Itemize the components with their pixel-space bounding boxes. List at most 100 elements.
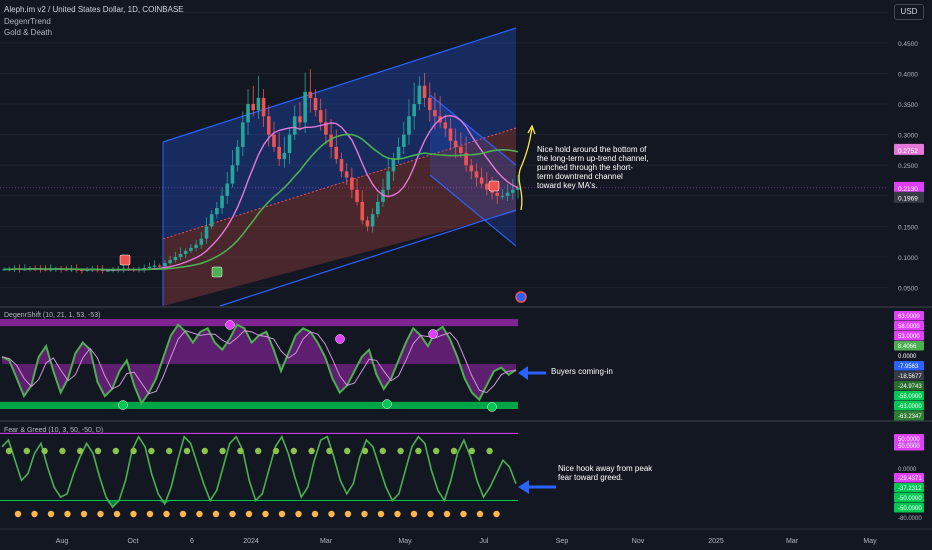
time-tick-label: 2025 <box>708 538 724 545</box>
price-candle-body <box>152 265 157 267</box>
fear-greed-axis-label: 50.0000 <box>898 437 920 443</box>
greed-face-icon <box>166 447 173 455</box>
fear-greed-axis-box <box>894 503 924 513</box>
greed-face-icon <box>183 447 191 455</box>
price-annotation: Nice hold around the bottom of the long-… <box>537 145 649 190</box>
degenrshift-axis-label: -63.2347 <box>898 414 922 420</box>
price-candle-body <box>474 171 479 178</box>
time-tick-label: Sep <box>556 538 569 545</box>
fear-greed-axis-box <box>894 473 924 483</box>
price-tick-label: 0.4500 <box>898 41 918 48</box>
greed-face-icon <box>290 447 297 455</box>
degenrshift-axis-label: 58.0000 <box>898 324 920 330</box>
price-candle-body <box>80 269 84 271</box>
greed-face-icon <box>130 447 137 455</box>
fear-greed-title: Fear & Greed (10, 3, 50, -50, D) <box>4 427 103 434</box>
greed-face-icon <box>397 447 404 455</box>
greed-face-icon <box>148 447 155 455</box>
fear-face-icon <box>229 510 236 518</box>
time-tick-label: Nov <box>632 538 645 545</box>
degenrshift-axis-label: 0.0000 <box>898 354 917 360</box>
sell-signal-icon <box>428 329 438 339</box>
price-candle-body <box>427 97 432 111</box>
price-candle-body <box>256 97 261 111</box>
uptrend-channel-top-line <box>162 27 517 143</box>
degenrshift-axis-label: -18.5677 <box>898 374 922 380</box>
price-candle-body <box>396 146 401 160</box>
degenrshift-axis-label: 8.4066 <box>898 344 917 350</box>
price-candle-body <box>204 226 209 239</box>
price-candle-body <box>433 110 437 117</box>
price-candle-body <box>464 153 468 166</box>
price-candle-body <box>246 104 250 123</box>
degenrshift-axis-label: -7.9563 <box>898 364 919 370</box>
flag-icon <box>515 291 527 303</box>
overbought-band <box>0 319 518 327</box>
price-candle-body <box>106 270 110 272</box>
greed-face-icon <box>237 447 244 455</box>
fear-face-icon <box>64 510 71 518</box>
time-tick-label: Oct <box>128 538 139 545</box>
price-candle-body <box>339 159 344 172</box>
price-candle-body <box>407 116 411 135</box>
price-candle-body <box>287 134 292 153</box>
price-candle-body <box>329 134 333 147</box>
indicator-degenrtrend[interactable]: DegenrTrend <box>4 17 51 26</box>
fear-face-icon <box>113 510 121 518</box>
fear-greed-axis-label: 0.0000 <box>898 467 917 473</box>
fear-face-icon <box>278 510 286 518</box>
price-candle-body <box>469 165 474 172</box>
fear-face-icon <box>344 510 352 518</box>
degenrshift-axis-box <box>894 341 924 351</box>
price-candle-body <box>85 269 89 271</box>
price-candle-body <box>272 134 276 147</box>
fear-greed-axis-label: -29.4371 <box>898 476 922 482</box>
downtrend-channel-top <box>429 94 517 166</box>
fear-face-icon <box>427 510 434 518</box>
annotation-arrowhead-yellow <box>527 124 536 135</box>
indicator-gold-death[interactable]: Gold & Death <box>4 28 53 37</box>
price-candle-body <box>308 91 313 98</box>
currency-button[interactable]: USD <box>894 4 924 20</box>
greed-face-icon <box>344 447 351 455</box>
price-candle-body <box>324 122 328 135</box>
fear-greed-axis-label: -37.2312 <box>898 486 922 492</box>
fear-face-icon <box>130 510 137 518</box>
signal-marker-icon <box>119 254 131 266</box>
price-candle-body <box>215 208 219 215</box>
time-tick-label: Aug <box>56 538 69 545</box>
degenrshift-axis-label: -63.0000 <box>898 404 922 410</box>
price-candle-body <box>417 85 422 105</box>
price-candle-body <box>157 265 162 267</box>
fear-greed-axis-box <box>894 483 924 493</box>
price-candle-body <box>189 247 193 251</box>
uptrend-channel-upper <box>163 28 516 239</box>
price-candle-body <box>479 177 484 184</box>
price-candle-body <box>220 195 224 209</box>
degenrshift-axis-box <box>894 331 924 341</box>
greed-face-icon <box>379 447 386 455</box>
price-candle-body <box>386 171 391 190</box>
price-candle-body <box>370 214 375 227</box>
downtrend-channel-bottom <box>429 174 517 247</box>
fear-face-icon <box>295 510 302 518</box>
fear-face-icon <box>377 510 385 518</box>
time-tick-label: 2024 <box>243 538 259 545</box>
price-candle-body <box>422 85 427 98</box>
price-candle-body <box>292 116 297 135</box>
price-candle-body <box>485 183 489 190</box>
uptrend-channel-lower <box>163 128 516 306</box>
fear-face-icon <box>97 510 104 518</box>
greed-face-icon <box>219 447 226 455</box>
greed-face-icon <box>326 447 333 455</box>
greed-face-icon <box>41 447 48 455</box>
greed-face-icon <box>486 447 493 455</box>
greed-face-icon <box>77 447 84 455</box>
price-candle-body <box>261 97 266 117</box>
buy-signal-icon <box>382 399 392 409</box>
price-candle-body <box>318 110 323 123</box>
price-candle-body <box>241 122 245 147</box>
degenrshift-title: DegenrShift (10, 21, 1, 53, -53) <box>4 312 101 319</box>
degenrshift-axis-label: -58.0000 <box>898 394 922 400</box>
